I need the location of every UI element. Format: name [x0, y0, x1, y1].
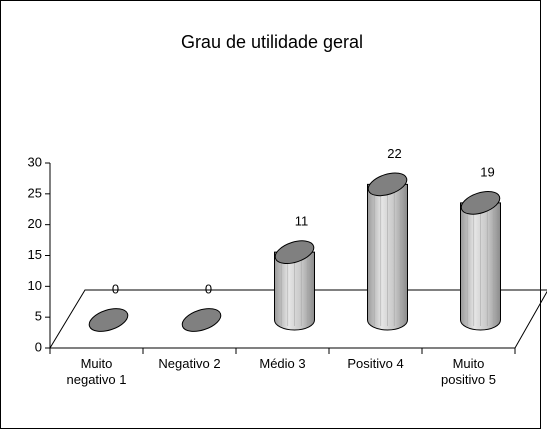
x-tick-label-box: Muito positivo 5 — [441, 356, 496, 387]
x-tick-label-box: Negativo 2 — [158, 356, 221, 371]
chart-title: Grau de utilidade geral — [181, 32, 363, 52]
bar — [274, 240, 315, 331]
cylinder-top — [367, 172, 408, 197]
cylinder-top — [460, 190, 501, 215]
bar — [181, 308, 222, 332]
y-tick-label: 25 — [28, 185, 42, 200]
y-tick-label: 5 — [35, 309, 42, 324]
value-label: 0 — [205, 281, 212, 296]
y-tick-label: 10 — [28, 278, 42, 293]
x-tick-label: Muito negativo 1 — [66, 356, 127, 387]
cylinder-top — [274, 240, 315, 265]
x-tick-label: Positivo 4 — [347, 356, 404, 371]
value-label: 11 — [295, 214, 309, 229]
x-tick-label-box: Médio 3 — [259, 356, 306, 371]
x-tick-label-box: Positivo 4 — [347, 356, 404, 371]
floor — [49, 289, 547, 349]
bar — [367, 172, 408, 331]
y-tick-label: 30 — [28, 154, 42, 169]
y-tick-label: 15 — [28, 247, 42, 262]
y-tick-label: 0 — [35, 339, 42, 354]
x-tick-label-box: Muito negativo 1 — [66, 356, 127, 387]
value-label: 22 — [387, 146, 401, 161]
x-tick-label: Muito positivo 5 — [441, 356, 496, 387]
bar — [88, 308, 129, 332]
y-tick-label: 20 — [28, 216, 42, 231]
cylinder-top — [181, 308, 222, 332]
x-tick-label: Médio 3 — [259, 356, 306, 371]
bar — [460, 190, 501, 331]
cylinder-top — [88, 308, 129, 332]
chart-frame — [0, 0, 541, 429]
value-label: 19 — [480, 164, 494, 179]
value-label: 0 — [112, 281, 119, 296]
x-tick-label: Negativo 2 — [158, 356, 221, 371]
